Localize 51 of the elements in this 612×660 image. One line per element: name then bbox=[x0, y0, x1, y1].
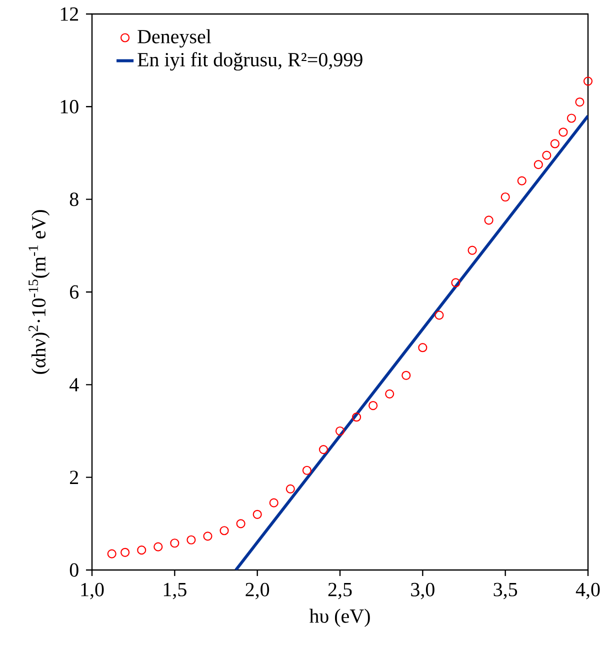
x-tick-label: 2,0 bbox=[246, 582, 270, 600]
point bbox=[500, 192, 510, 202]
point bbox=[302, 466, 312, 475]
point bbox=[286, 484, 295, 494]
point bbox=[385, 389, 394, 398]
point bbox=[368, 400, 378, 410]
y-tick-label: 12 bbox=[60, 7, 78, 21]
point bbox=[451, 278, 460, 288]
x-tick-label: 3,0 bbox=[411, 582, 434, 600]
x-tick-label: 1,5 bbox=[164, 582, 186, 600]
point bbox=[534, 160, 543, 170]
point bbox=[542, 150, 552, 160]
point bbox=[468, 246, 477, 255]
y-tick-label: 10 bbox=[60, 100, 78, 114]
point bbox=[203, 532, 212, 541]
legend-label: Deneysel bbox=[138, 29, 212, 48]
x-tick-label: 3,5 bbox=[494, 582, 518, 600]
y-tick-label: 0 bbox=[70, 563, 78, 577]
x-tick-label: 2,5 bbox=[328, 582, 352, 600]
x-tick-label: 1,0 bbox=[81, 582, 104, 600]
point bbox=[220, 526, 229, 536]
point bbox=[583, 76, 593, 86]
point bbox=[434, 310, 444, 320]
point bbox=[318, 444, 328, 454]
point bbox=[335, 426, 345, 436]
point bbox=[352, 412, 362, 422]
point bbox=[418, 343, 428, 352]
point bbox=[137, 546, 146, 555]
y-tick-label: 4 bbox=[70, 378, 79, 392]
point bbox=[566, 114, 576, 123]
y-tick-label: 2 bbox=[70, 470, 78, 484]
point bbox=[269, 498, 278, 508]
y-tick-label: 6 bbox=[70, 285, 79, 299]
point bbox=[484, 216, 494, 225]
point bbox=[575, 97, 584, 107]
point bbox=[252, 510, 262, 519]
y-tick-label: 8 bbox=[70, 192, 78, 206]
y-axis-title: (αhν)$^{2}$·10$^{-15}$(m$^{-1}$ eV) bbox=[28, 210, 50, 374]
point bbox=[402, 370, 411, 380]
point bbox=[154, 542, 163, 552]
point bbox=[186, 535, 196, 544]
point bbox=[120, 548, 130, 557]
x-axis-title: hυ (eV) bbox=[309, 608, 370, 627]
legend-label: En iyi fit doğrusu, R²=0,999 bbox=[138, 52, 362, 71]
point bbox=[517, 176, 526, 186]
x-tick-label: 4,0 bbox=[576, 582, 600, 600]
point bbox=[236, 519, 246, 528]
point bbox=[558, 128, 568, 137]
point bbox=[107, 549, 116, 558]
point bbox=[550, 139, 560, 148]
point bbox=[170, 538, 180, 548]
